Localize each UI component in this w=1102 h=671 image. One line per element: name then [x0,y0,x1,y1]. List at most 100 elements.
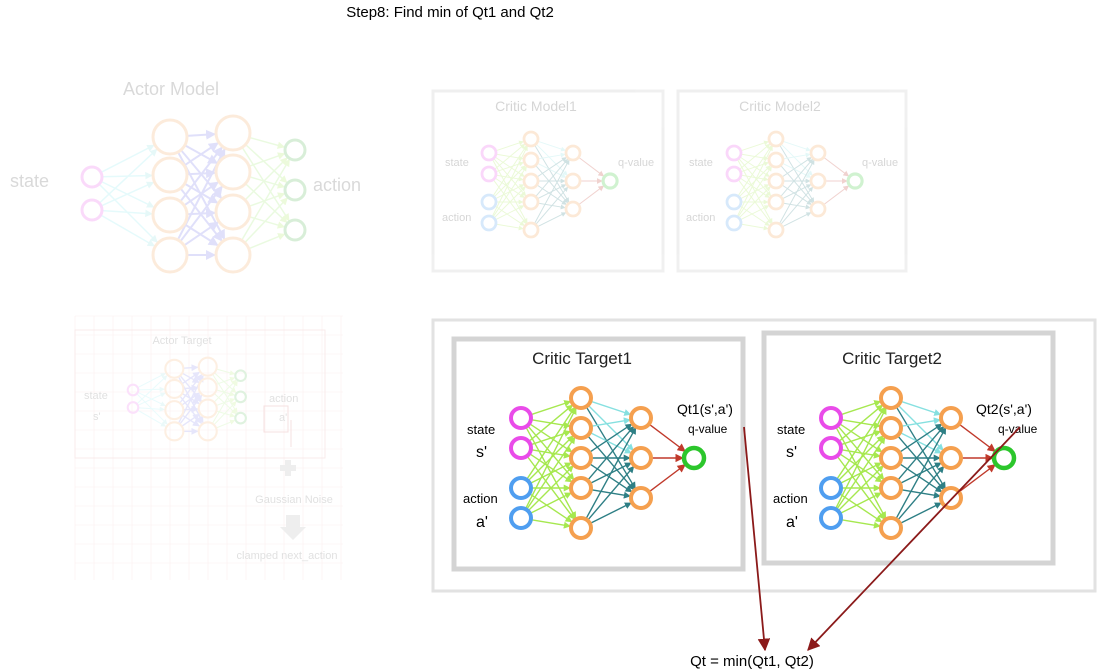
hidden-edge [782,162,812,178]
critic-target1-panel: Critic Target1 state s' action a' Qt1(s'… [451,336,746,572]
actor-input-edge [100,181,155,207]
hidden-edge [780,143,813,176]
input-edge [838,452,883,483]
actor-target-action-box [263,405,289,433]
input-edge [840,400,882,416]
actor-target-action-sub: a' [279,412,287,424]
hidden-edge [895,406,946,490]
critic-model1-panel: Critic Model1 state action q-value [431,89,665,273]
actor-hidden-edge [183,405,199,413]
critic-model1-title: Critic Model1 [495,98,577,114]
qt1-to-min-arrow [743,426,771,652]
actor-hidden-node [164,400,185,421]
input-edge [494,143,526,170]
hidden-node [767,130,785,148]
actor-output-edge [211,380,238,424]
hidden-node [569,516,593,540]
actor-output-edge [240,158,291,241]
action-node [480,193,498,211]
actor-output-edge [241,146,290,222]
hidden-node [939,446,963,470]
actor-hidden-node [214,114,252,152]
hidden-edge [588,462,633,493]
actor-output-node [234,390,247,404]
hidden-node [767,193,785,211]
actor-hidden-edge [186,129,217,140]
actor-target-state-sub: s' [93,411,101,423]
input-edge [525,406,576,481]
input-edge [494,205,525,226]
actor-input-node [80,165,104,189]
actor-input-node [126,383,140,397]
hidden-edge [780,164,814,204]
hidden-node [939,406,963,430]
actor-hidden-node [214,193,252,231]
actor-target-action-label: action [269,393,298,405]
input-edge [840,518,881,529]
hidden-edge [780,186,814,226]
critic-target2-title: Critic Target2 [842,349,942,368]
state-node [509,436,533,460]
input-edge [492,145,527,197]
input-edge [737,166,772,218]
actor-input-edge [101,171,153,180]
hidden-node [809,172,827,190]
actor-hidden-node [151,196,189,234]
input-edge [494,177,525,198]
critic-target2-frame [761,330,1056,566]
actor-output-edge [248,192,286,208]
output-edge [578,185,605,206]
actor-model-title: Actor Model [123,79,219,99]
hidden-node [629,486,653,510]
hidden-node [809,144,827,162]
critic-target2-panel: Critic Target2 state s' action a' Qt2(s'… [761,330,1056,566]
hidden-node [879,386,903,410]
input-edge [739,205,770,226]
input-edge [738,165,771,198]
hidden-edge [900,417,941,428]
actor-input-edge [101,209,153,218]
input-edge [736,145,773,217]
input-edge [491,145,528,217]
input-edge [737,179,772,224]
critic-model2-action-label: action [686,212,715,224]
actor-hidden-edge [184,182,219,204]
input-edge [491,158,528,224]
actor-output-node [234,411,247,425]
hidden-edge [897,404,944,451]
hidden-node [522,130,540,148]
hidden-node [522,221,540,239]
actor-input-edge [137,372,166,389]
hidden-edge [779,144,815,203]
hidden-node [939,486,963,510]
hidden-edge [896,435,945,491]
actor-output-edge [245,143,288,184]
critic-targets-container [431,318,1097,593]
actor-target-title: Actor Target [152,335,211,347]
hidden-edge [781,157,812,178]
action-node [480,214,498,232]
hidden-edge [782,140,811,152]
actor-output-node [283,218,307,242]
actor-hidden-node [214,236,252,274]
actor-hidden-node [164,421,185,442]
actor-hidden-node [151,236,189,274]
hidden-node [564,200,582,218]
hidden-edge [896,425,945,481]
actor-model-input-label: state [10,171,49,191]
hidden-edge [535,164,569,204]
hidden-node [629,406,653,430]
critic-model1-state-label: state [445,157,469,169]
actor-input-node [80,198,104,222]
critic-model2-output-label: q-value [862,157,898,169]
input-edge [740,184,770,200]
input-edge [736,158,773,224]
hidden-edge [589,502,632,525]
hidden-edge [899,502,942,525]
hidden-node [522,151,540,169]
actor-output-edge [213,401,237,426]
hidden-node [522,193,540,211]
actor-hidden-edge [183,384,199,392]
hidden-edge [782,212,812,228]
min-result-label: Qt = min(Qt1, Qt2) [690,653,814,670]
